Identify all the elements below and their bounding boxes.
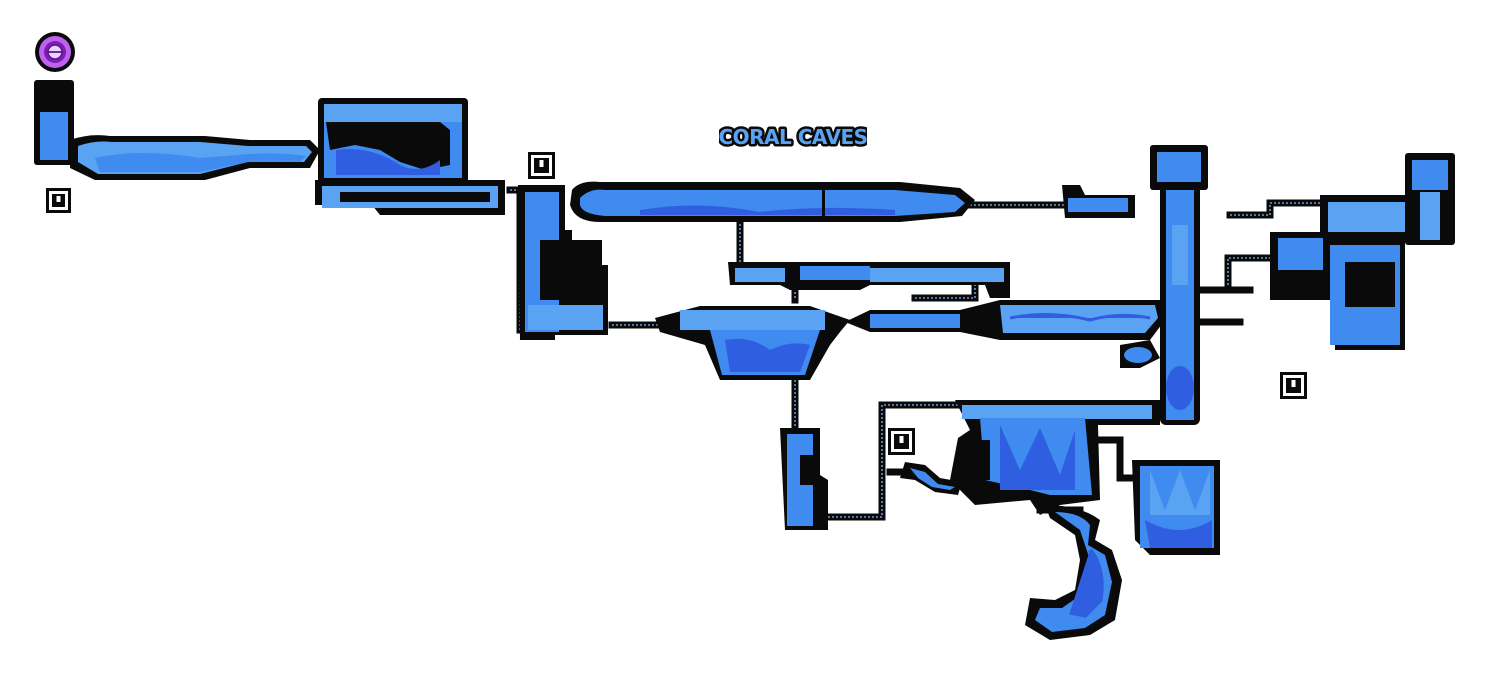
region-title: CORAL CAVES CORAL CAVES <box>719 123 867 152</box>
room-central-pool[interactable] <box>655 306 850 380</box>
room-southwest-shaft[interactable] <box>780 428 828 530</box>
room-vertical-shaft[interactable] <box>1150 145 1208 425</box>
room-northeast-tower[interactable] <box>1405 153 1455 245</box>
region-title-text: CORAL CAVES <box>719 125 867 149</box>
save-station-icon[interactable] <box>528 152 555 179</box>
room-west-tunnel[interactable] <box>70 135 320 180</box>
save-station-icon[interactable] <box>1280 372 1307 399</box>
room-great-cavern[interactable] <box>950 400 1160 515</box>
room-east-complex[interactable] <box>1270 195 1420 350</box>
room-mid-corridor[interactable] <box>728 262 1010 298</box>
room-west-shaft[interactable] <box>518 185 608 340</box>
room-east-small-pocket[interactable] <box>1062 185 1135 218</box>
region-title-outline: CORAL CAVES <box>719 125 867 149</box>
save-station-icon[interactable] <box>888 428 915 455</box>
room-long-hall[interactable] <box>570 181 975 222</box>
save-station-icon[interactable] <box>46 188 71 213</box>
room-winding-tunnel[interactable] <box>1025 505 1122 640</box>
room-east-corridor[interactable] <box>845 300 1165 340</box>
room-west-wiggle[interactable] <box>900 462 962 495</box>
portal-ring-icon[interactable] <box>35 32 75 72</box>
room-upper-chamber[interactable] <box>318 98 468 183</box>
room-entrance-shaft[interactable] <box>34 80 74 165</box>
room-small-west-pocket[interactable] <box>1120 340 1160 368</box>
room-lower-passage[interactable] <box>315 180 505 215</box>
room-southeast-chamber[interactable] <box>1132 460 1220 555</box>
